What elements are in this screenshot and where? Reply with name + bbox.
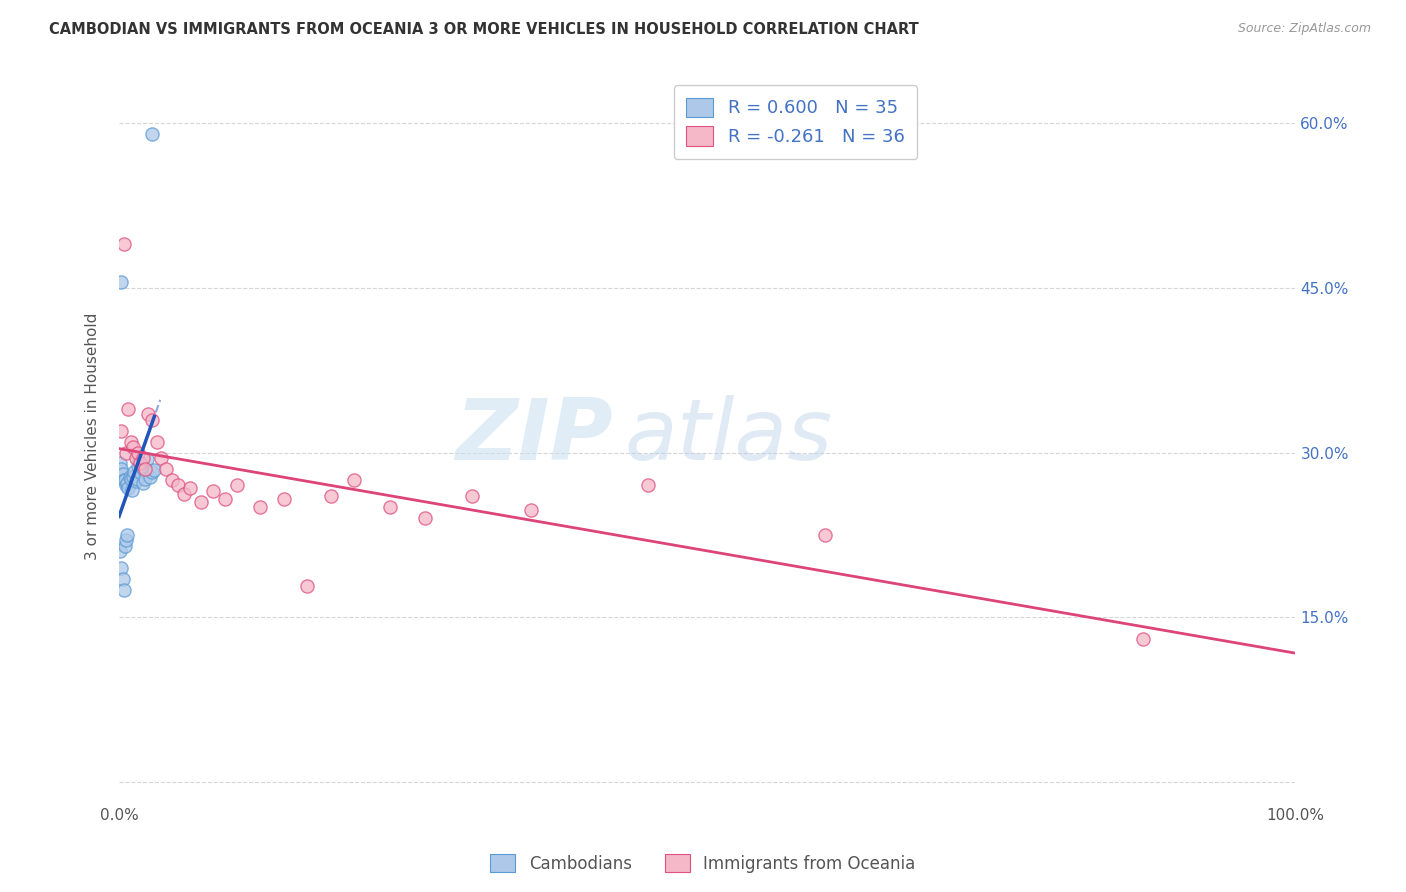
Point bbox=[114, 473, 136, 487]
Point bbox=[343, 473, 366, 487]
Point bbox=[115, 533, 138, 548]
Legend: Cambodians, Immigrants from Oceania: Cambodians, Immigrants from Oceania bbox=[484, 847, 922, 880]
Point bbox=[117, 401, 139, 416]
Point bbox=[134, 462, 156, 476]
Point bbox=[117, 481, 139, 495]
Y-axis label: 3 or more Vehicles in Household: 3 or more Vehicles in Household bbox=[86, 312, 100, 560]
Point bbox=[127, 458, 149, 473]
Point bbox=[190, 495, 212, 509]
Point bbox=[1132, 632, 1154, 646]
Point bbox=[138, 407, 160, 421]
Point bbox=[132, 463, 155, 477]
Point bbox=[413, 511, 436, 525]
Text: atlas: atlas bbox=[624, 394, 832, 477]
Point bbox=[249, 500, 271, 515]
Point bbox=[124, 465, 146, 479]
Point bbox=[111, 467, 134, 482]
Point bbox=[120, 434, 142, 449]
Point bbox=[128, 454, 150, 468]
Point bbox=[461, 490, 484, 504]
Point bbox=[115, 445, 138, 459]
Point bbox=[131, 458, 153, 473]
Point bbox=[136, 452, 159, 467]
Point bbox=[202, 483, 225, 498]
Point bbox=[225, 478, 247, 492]
Point bbox=[114, 539, 136, 553]
Point bbox=[173, 487, 195, 501]
Point bbox=[129, 465, 152, 479]
Point bbox=[378, 500, 401, 515]
Point bbox=[520, 502, 543, 516]
Point bbox=[115, 478, 138, 492]
Point bbox=[297, 579, 319, 593]
Point bbox=[167, 478, 190, 492]
Point bbox=[111, 572, 134, 586]
Point bbox=[110, 424, 132, 438]
Point bbox=[124, 474, 146, 488]
Point bbox=[110, 457, 132, 471]
Point bbox=[138, 469, 160, 483]
Point bbox=[150, 450, 173, 465]
Point bbox=[143, 463, 166, 477]
Point bbox=[120, 472, 142, 486]
Point bbox=[110, 276, 132, 290]
Point bbox=[179, 481, 201, 495]
Point bbox=[637, 478, 659, 492]
Point bbox=[122, 440, 145, 454]
Point bbox=[112, 473, 135, 487]
Point bbox=[214, 491, 236, 506]
Text: Source: ZipAtlas.com: Source: ZipAtlas.com bbox=[1237, 22, 1371, 36]
Text: ZIP: ZIP bbox=[456, 394, 613, 477]
Point bbox=[118, 469, 141, 483]
Text: CAMBODIAN VS IMMIGRANTS FROM OCEANIA 3 OR MORE VEHICLES IN HOUSEHOLD CORRELATION: CAMBODIAN VS IMMIGRANTS FROM OCEANIA 3 O… bbox=[49, 22, 920, 37]
Point bbox=[155, 462, 177, 476]
Point bbox=[117, 476, 139, 491]
Point bbox=[131, 450, 153, 465]
Point bbox=[145, 434, 167, 449]
Point bbox=[141, 128, 163, 142]
Point bbox=[127, 445, 149, 459]
Point bbox=[125, 472, 148, 486]
Point bbox=[117, 528, 139, 542]
Point bbox=[141, 412, 163, 426]
Point bbox=[112, 237, 135, 252]
Point bbox=[112, 582, 135, 597]
Point bbox=[121, 483, 143, 497]
Point bbox=[273, 491, 295, 506]
Legend: R = 0.600   N = 35, R = -0.261   N = 36: R = 0.600 N = 35, R = -0.261 N = 36 bbox=[673, 85, 917, 159]
Point bbox=[134, 472, 156, 486]
Point bbox=[141, 465, 163, 479]
Point bbox=[122, 469, 145, 483]
Point bbox=[129, 457, 152, 471]
Point bbox=[110, 462, 132, 476]
Point bbox=[110, 560, 132, 574]
Point bbox=[124, 450, 146, 465]
Point bbox=[110, 544, 132, 558]
Point bbox=[160, 473, 183, 487]
Point bbox=[319, 490, 342, 504]
Point bbox=[814, 528, 837, 542]
Point bbox=[131, 476, 153, 491]
